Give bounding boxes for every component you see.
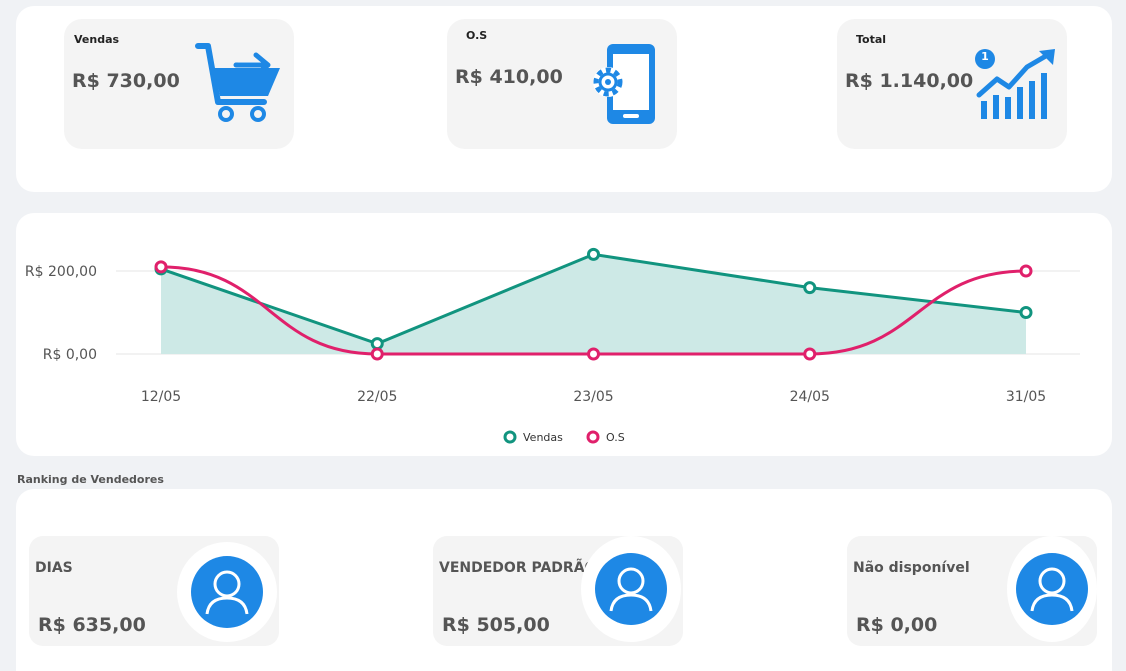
seller-value: R$ 505,00 [442, 614, 550, 636]
user-avatar-icon [1007, 536, 1097, 642]
total-card-value: R$ 1.140,00 [845, 70, 974, 92]
legend-os-label: O.S [606, 431, 625, 444]
total-badge: 1 [981, 50, 989, 63]
seller-name: DIAS [35, 560, 73, 576]
vendas-card-value: R$ 730,00 [72, 70, 180, 92]
legend-os-marker [586, 430, 600, 444]
x-tick-label: 12/05 [141, 389, 181, 405]
seller-card[interactable]: VENDEDOR PADRÃO R$ 505,00 [433, 536, 683, 646]
mobile-settings-icon [587, 42, 657, 130]
vendas-point [370, 337, 384, 351]
seller-name: Não disponível [853, 560, 970, 576]
os-card-value: R$ 410,00 [455, 66, 563, 88]
ranking-panel: DIAS R$ 635,00 VENDEDOR PADRÃO R$ 505,00… [16, 489, 1112, 671]
seller-card[interactable]: Não disponível R$ 0,00 [847, 536, 1097, 646]
user-avatar-icon [177, 542, 277, 642]
legend-vendas-label: Vendas [523, 431, 563, 444]
vendas-point [803, 281, 817, 295]
os-point [1019, 264, 1033, 278]
total-card[interactable]: Total R$ 1.140,00 1 [837, 19, 1067, 149]
x-tick-label: 31/05 [1006, 389, 1046, 405]
x-tick-label: 23/05 [573, 389, 613, 405]
ranking-title: Ranking de Vendedores [17, 473, 164, 486]
vendas-card-title: Vendas [74, 33, 120, 46]
total-card-title: Total [856, 33, 887, 46]
os-card[interactable]: O.S R$ 410,00 [447, 19, 677, 149]
os-point [154, 260, 168, 274]
legend-vendas-marker [503, 430, 517, 444]
y-tick-label: R$ 200,00 [25, 264, 97, 280]
y-tick-label: R$ 0,00 [43, 347, 97, 363]
os-card-title: O.S [466, 29, 488, 42]
vendas-card[interactable]: Vendas R$ 730,00 [64, 19, 294, 149]
os-point [803, 347, 817, 361]
seller-value: R$ 0,00 [856, 614, 938, 636]
shopping-cart-icon [194, 40, 284, 134]
growth-chart-icon: 1 [975, 47, 1059, 125]
os-point [587, 347, 600, 361]
user-avatar-icon [581, 536, 681, 642]
vendas-point [587, 247, 600, 261]
x-tick-label: 24/05 [790, 389, 830, 405]
chart-panel: R$ 0,00 R$ 200,00 12/05 22/05 23/05 24/05 31/0… [16, 213, 1112, 456]
vendas-point [1019, 306, 1033, 319]
seller-value: R$ 635,00 [38, 614, 146, 636]
sales-line-chart: R$ 0,00 R$ 200,00 12/05 22/05 23/05 24/05 31/0… [25, 247, 1080, 444]
vendas-area [161, 254, 1026, 354]
os-point [370, 347, 384, 361]
summary-panel: Vendas R$ 730,00 O.S R$ 410,00 [16, 6, 1112, 192]
seller-name: VENDEDOR PADRÃO [439, 560, 597, 576]
seller-card[interactable]: DIAS R$ 635,00 [29, 536, 279, 646]
x-tick-label: 22/05 [357, 389, 397, 405]
